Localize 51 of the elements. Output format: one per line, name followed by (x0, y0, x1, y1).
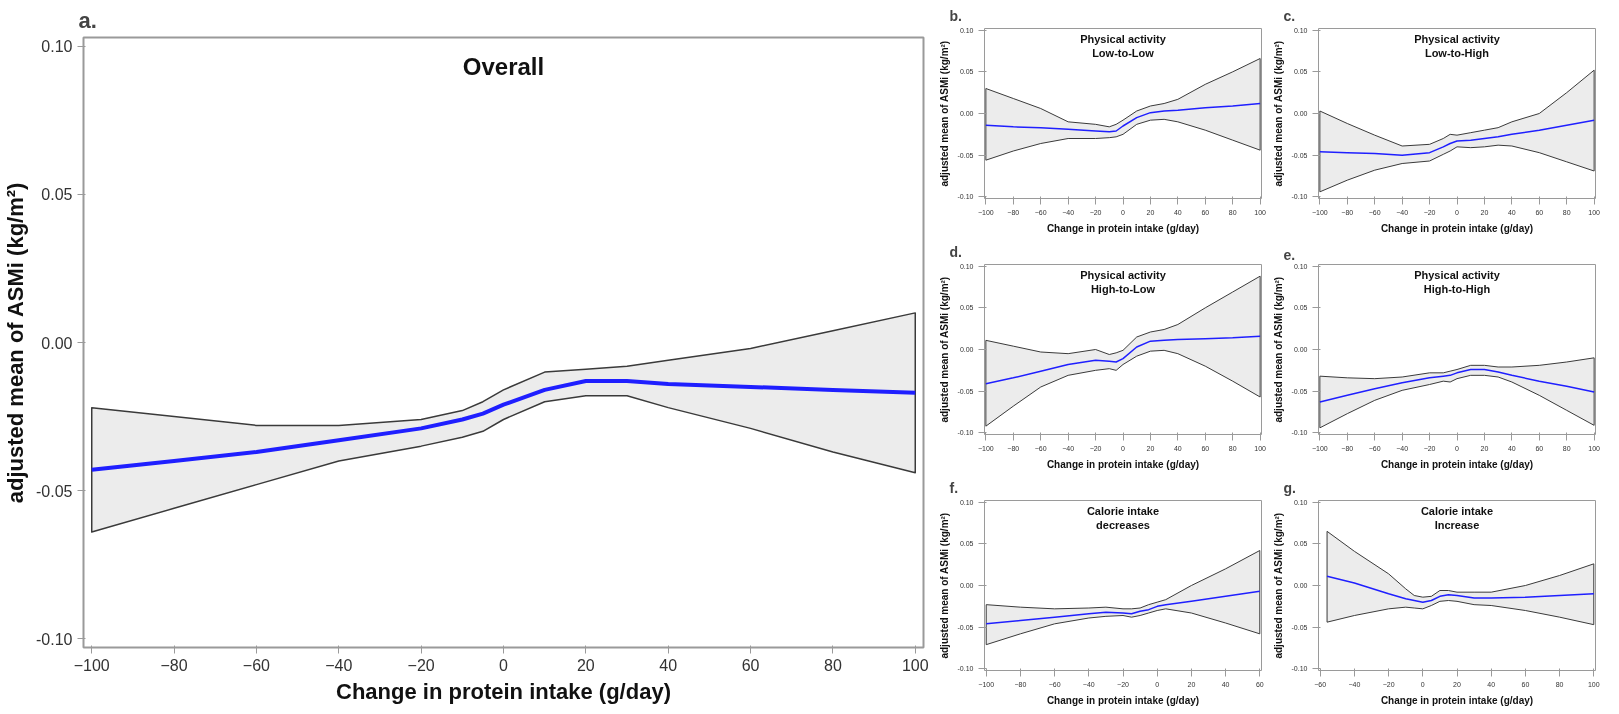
line-series (1319, 368, 1595, 403)
y-axis-title: adjusted mean of ASMi (kg/m²) (938, 276, 950, 423)
x-axis-title: Change in protein intake (g/day) (336, 678, 671, 704)
line-series (985, 590, 1261, 625)
y-tick-label: 0.10 (41, 38, 73, 56)
x-tick-label: −100 (73, 656, 110, 674)
y-tick-label: 0.00 (41, 334, 73, 352)
y-axis-title: adjusted mean of ASMi (kg/m²) (1272, 512, 1284, 659)
y-axis-title: adjusted mean of ASMi (kg/m²) (938, 512, 950, 659)
y-axis-title: adjusted mean of ASMi (kg/m²) (1272, 40, 1284, 187)
x-axis-title: Change in protein intake (g/day) (1380, 458, 1534, 470)
y-axis-title: adjusted mean of ASMi (kg/m²) (1272, 276, 1284, 423)
text: Physical activity Low-to-High (1414, 32, 1501, 59)
y-axis-title: adjusted mean of ASMi (kg/m²) (938, 40, 950, 187)
line-series (1326, 575, 1595, 603)
text: e. (1283, 246, 1296, 263)
text: Physical activity High-to-High (1414, 268, 1501, 295)
x-axis-title: Change in protein intake (g/day) (1046, 694, 1200, 706)
x-tick-label: 0 (499, 656, 509, 674)
x-axis-title: Change in protein intake (g/day) (1046, 222, 1200, 234)
line-series (89, 379, 918, 472)
line-series (1319, 119, 1595, 156)
text: g. (1283, 479, 1296, 496)
text: Calorie intake Increase (1420, 504, 1494, 531)
y-tick-label: -0.10 (36, 630, 73, 648)
text: c. (1283, 7, 1296, 24)
x-tick-label: 20 (576, 656, 595, 674)
x-tick-label: −20 (407, 656, 435, 674)
x-tick-label: −60 (242, 656, 271, 674)
x-axis-title: Change in protein intake (g/day) (1380, 222, 1534, 234)
x-axis-title: Change in protein intake (g/day) (1046, 458, 1200, 470)
x-tick-label: 80 (824, 656, 842, 674)
text: Overall (462, 52, 545, 80)
text: b. (949, 7, 962, 24)
text: f. (949, 479, 959, 496)
y-tick-label: -0.05 (36, 482, 73, 500)
y-axis-title: adjusted mean of ASMi (kg/m²) (3, 182, 29, 504)
text: Physical activity High-to-Low (1080, 268, 1167, 295)
y-tick-label: 0.05 (41, 186, 73, 204)
x-tick-label: −40 (325, 656, 353, 674)
text: Calorie intake decreases (1086, 504, 1160, 531)
line-series (985, 335, 1261, 385)
x-tick-label: 60 (741, 656, 760, 674)
text: d. (949, 243, 962, 260)
x-axis-title: Change in protein intake (g/day) (1380, 694, 1534, 706)
text: Physical activity Low-to-Low (1080, 32, 1167, 59)
text: a. (78, 7, 97, 33)
x-tick-label: 40 (659, 656, 678, 674)
x-tick-label: −80 (160, 656, 188, 674)
x-tick-label: 100 (901, 656, 929, 674)
line-series (985, 102, 1261, 133)
